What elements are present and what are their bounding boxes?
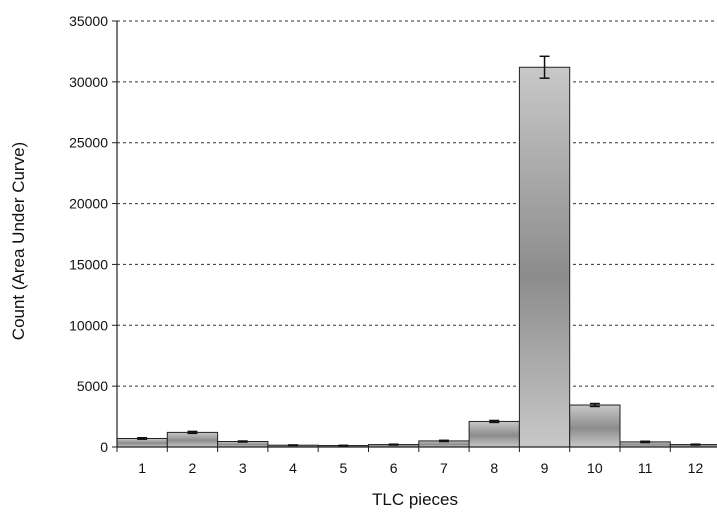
x-axis-label: TLC pieces xyxy=(372,490,458,509)
y-axis-label: Count (Area Under Curve) xyxy=(9,142,28,340)
y-tick-label: 10000 xyxy=(69,317,108,333)
bar-8 xyxy=(469,421,519,447)
error-bar-12 xyxy=(690,444,700,445)
error-bar-3 xyxy=(238,441,248,442)
x-tick-label: 4 xyxy=(289,460,297,476)
x-tick-label: 8 xyxy=(490,460,498,476)
x-tick-label: 11 xyxy=(638,460,653,476)
bar-2 xyxy=(167,432,217,447)
error-bar-11 xyxy=(640,441,650,442)
y-tick-label: 20000 xyxy=(69,196,108,212)
x-tick-label: 5 xyxy=(339,460,347,476)
y-tick-label: 5000 xyxy=(77,378,108,394)
bars xyxy=(117,67,717,447)
error-bar-1 xyxy=(137,438,147,439)
y-tick-label: 0 xyxy=(100,439,108,455)
x-tick-label: 6 xyxy=(390,460,398,476)
x-tick-label: 12 xyxy=(688,460,704,476)
gridlines xyxy=(117,21,717,386)
y-tick-label: 35000 xyxy=(69,13,108,29)
y-tick-label: 15000 xyxy=(69,256,108,272)
x-tick-label: 9 xyxy=(541,460,549,476)
bar-9 xyxy=(519,67,569,447)
x-tick-label: 1 xyxy=(138,460,146,476)
error-bars xyxy=(137,56,700,445)
x-tick-label: 7 xyxy=(440,460,448,476)
bar-10 xyxy=(570,405,620,447)
y-tick-label: 30000 xyxy=(69,74,108,90)
error-bar-6 xyxy=(389,444,399,445)
error-bar-7 xyxy=(439,440,449,441)
x-tick-label: 2 xyxy=(189,460,197,476)
x-tick-label: 3 xyxy=(239,460,247,476)
x-tick-label: 10 xyxy=(587,460,603,476)
y-tick-label: 25000 xyxy=(69,135,108,151)
